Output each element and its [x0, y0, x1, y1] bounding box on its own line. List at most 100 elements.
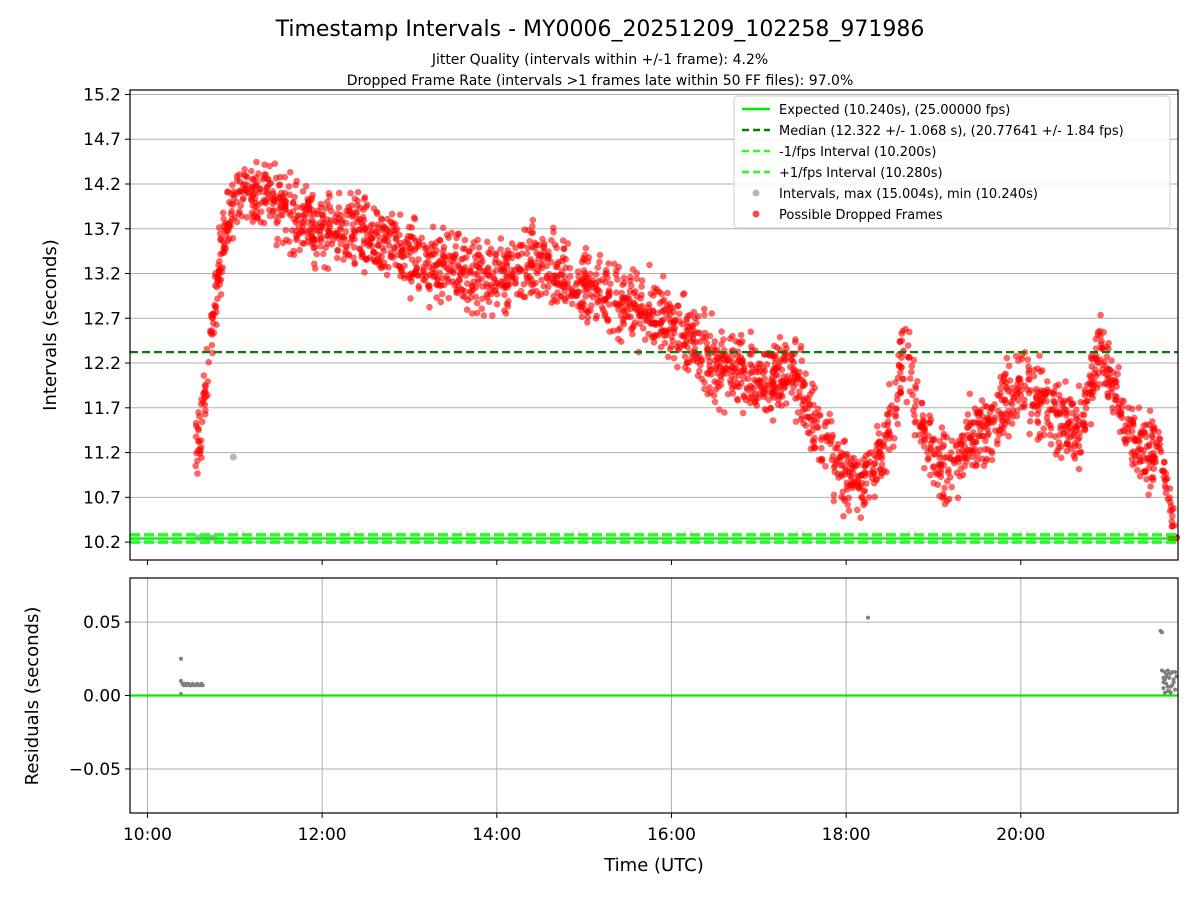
dropped-frame-point [1068, 410, 1076, 417]
dropped-frame-point [426, 282, 433, 290]
dropped-frame-point [840, 512, 847, 520]
dropped-frame-point [948, 483, 955, 491]
dropped-frame-point [732, 338, 740, 345]
dropped-frame-point [356, 246, 364, 253]
dropped-frame-point [694, 313, 702, 320]
legend-intervals: Intervals, max (15.004s), min (10.240s) [779, 187, 1038, 202]
dropped-frame-point [1044, 378, 1051, 385]
dropped-frame-point [1044, 419, 1052, 426]
y-tick-label: 12.2 [83, 354, 121, 374]
dropped-frame-point [512, 244, 519, 252]
dropped-frame-point [503, 260, 511, 267]
dropped-frame-point [872, 460, 879, 467]
dropped-frame-point [633, 275, 640, 283]
dropped-frame-point [945, 469, 952, 476]
dropped-frame-point [712, 386, 720, 393]
dropped-frame-point [412, 267, 420, 275]
dropped-frame-point [584, 258, 592, 265]
dropped-frame-point [884, 421, 891, 429]
dropped-frame-point [756, 390, 763, 398]
dropped-frame-point [1153, 443, 1160, 450]
dropped-frame-point [499, 281, 506, 289]
dropped-frame-point [1003, 354, 1011, 362]
dropped-frame-point [968, 453, 976, 461]
dropped-frame-point [467, 267, 474, 275]
dropped-frame-point [535, 292, 542, 300]
dropped-frame-point [1147, 483, 1154, 490]
dropped-frame-point [312, 226, 319, 234]
dropped-frame-point [574, 268, 582, 275]
dropped-frame-point [1141, 468, 1149, 476]
dropped-frame-point [214, 295, 221, 303]
y-tick-label: 0.05 [83, 613, 121, 633]
dropped-frame-point [746, 394, 753, 402]
dropped-frame-point [657, 320, 665, 328]
dropped-frame-point [989, 419, 997, 426]
intervals-axes-frame [129, 89, 1179, 561]
dropped-frame-point [870, 470, 878, 477]
dropped-frame-point [299, 218, 306, 226]
dropped-frame-point [703, 339, 711, 347]
dropped-frame-point [899, 375, 906, 383]
dropped-frame-point [342, 219, 350, 227]
dropped-frame-point [1057, 454, 1065, 462]
dropped-frame-point [838, 470, 845, 478]
residual-point [1167, 689, 1172, 694]
dropped-frame-point [1036, 433, 1044, 441]
dropped-frame-point [303, 205, 310, 213]
dropped-frame-point [622, 296, 629, 304]
intervals-x-ticks [146, 560, 1022, 565]
dropped-frame-point [705, 370, 712, 378]
dropped-frame-point [318, 237, 325, 244]
dropped-frame-point [632, 302, 640, 309]
dropped-frame-point [1092, 366, 1099, 373]
dropped-frame-point [607, 280, 614, 288]
dropped-frame-point [295, 230, 303, 238]
dropped-frame-point [800, 397, 808, 405]
dropped-frame-point [562, 255, 569, 263]
dropped-frame-point [976, 409, 984, 417]
dropped-frame-point [664, 327, 671, 335]
dropped-frame-point [639, 302, 646, 310]
dropped-frame-point [858, 493, 865, 501]
dropped-frame-point [415, 282, 423, 290]
dropped-frame-point [194, 470, 201, 477]
dropped-frame-point [915, 431, 923, 439]
dropped-frame-point [363, 201, 371, 209]
dropped-frame-point [333, 254, 341, 262]
dropped-frame-point [988, 447, 995, 455]
dropped-frame-point [633, 293, 641, 300]
dropped-frame-point [1005, 362, 1013, 370]
dropped-frame-point [291, 193, 298, 201]
dropped-frame-point [273, 219, 280, 227]
dropped-frame-point [257, 208, 265, 215]
dropped-frame-point [475, 244, 483, 251]
dropped-frame-point [210, 320, 217, 327]
dropped-frame-point [988, 456, 996, 464]
residual-point [1159, 630, 1164, 635]
dropped-frame-point [878, 461, 886, 468]
intervals-y-tick-labels: 10.2 10.7 11.2 11.7 12.2 12.7 13.2 13.7 14.2 14.7… [83, 85, 130, 553]
dropped-frame-point [426, 303, 433, 311]
dropped-frame-point [229, 235, 237, 242]
dropped-frame-point [907, 375, 914, 382]
dropped-frame-point [589, 277, 597, 284]
dropped-frame-point [1103, 371, 1110, 379]
dropped-frame-point [340, 256, 347, 263]
dropped-frame-point [960, 437, 968, 445]
dropped-frame-point [1150, 465, 1158, 473]
dropped-frame-point [768, 352, 776, 360]
dropped-frame-point [371, 249, 378, 257]
dropped-frame-point [198, 396, 205, 403]
dropped-frame-point [512, 280, 519, 287]
dropped-frame-point [975, 433, 983, 440]
dropped-frame-point [927, 440, 935, 447]
dropped-frame-point [864, 460, 872, 468]
dropped-frame-point [518, 250, 526, 257]
dropped-frame-point [681, 290, 688, 297]
dropped-frame-point [540, 242, 548, 250]
dropped-frame-point [906, 388, 914, 395]
dropped-frame-point [822, 463, 829, 470]
dropped-frame-point [927, 416, 935, 424]
dropped-frame-point [1064, 438, 1071, 446]
